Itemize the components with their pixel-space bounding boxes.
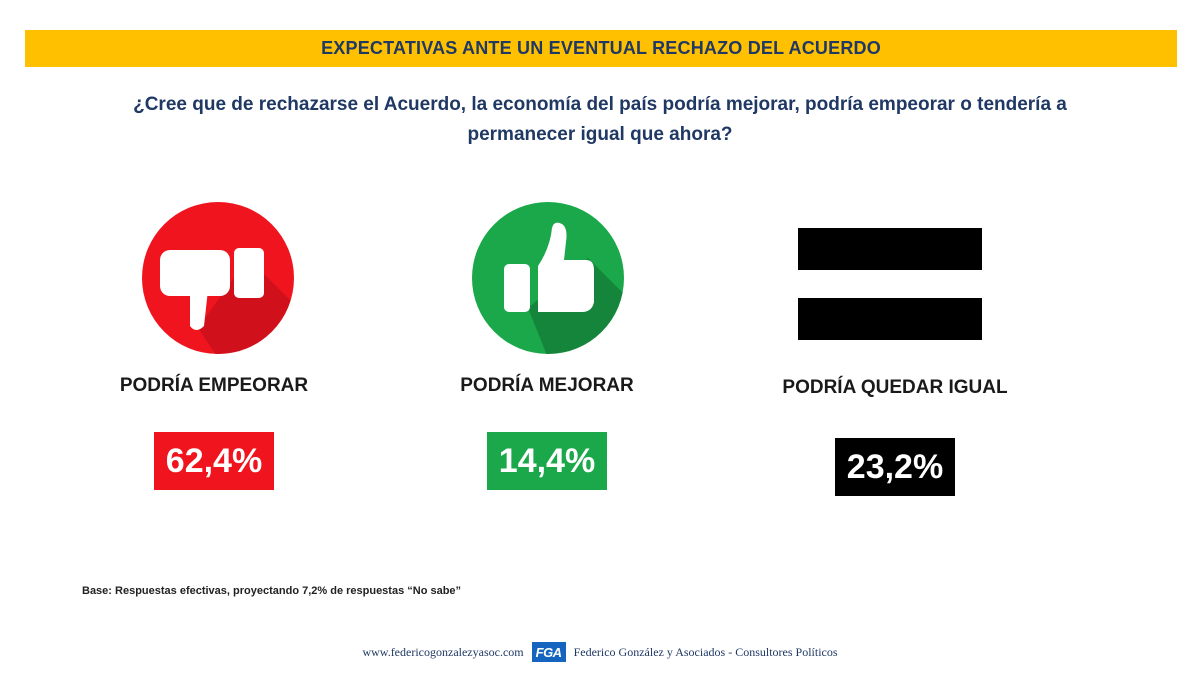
thumbs-up-icon: [472, 202, 624, 354]
survey-question: ¿Cree que de rechazarse el Acuerdo, la e…: [133, 94, 1067, 145]
category-label: PODRÍA QUEDAR IGUAL: [782, 377, 1008, 398]
footer: www.federicogonzalezyasoc.com FGA Federi…: [0, 640, 1200, 664]
banner-title: EXPECTATIVAS ANTE UN EVENTUAL RECHAZO DE…: [321, 38, 881, 58]
value-box: 62,4%: [154, 432, 274, 490]
value-box: 14,4%: [487, 432, 607, 490]
category-label: PODRÍA EMPEORAR: [119, 375, 309, 396]
base-note: Base: Respuestas efectivas, proyectando …: [82, 585, 462, 597]
value-box: 23,2%: [835, 438, 955, 496]
category-label: PODRÍA MEJORAR: [460, 375, 634, 396]
equals-icon: [798, 228, 982, 340]
footer-url[interactable]: www.federicogonzalezyasoc.com: [362, 644, 524, 659]
fga-logo: FGA: [531, 642, 566, 662]
title-banner: EXPECTATIVAS ANTE UN EVENTUAL RECHAZO DE…: [25, 30, 1177, 67]
footer-company: Federico González y Asociados - Consulto…: [573, 644, 838, 659]
thumbs-down-icon: [142, 202, 294, 354]
